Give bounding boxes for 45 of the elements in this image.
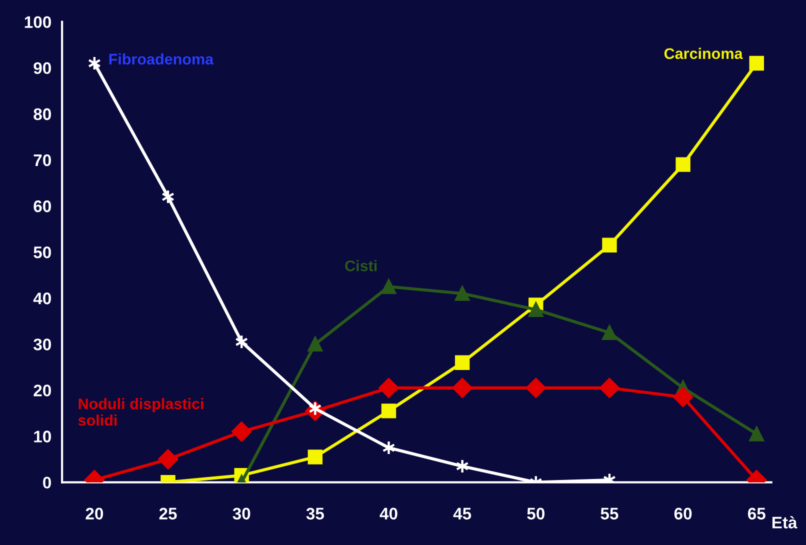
x-tick-label: 65 (748, 508, 766, 520)
x-tick-label: 40 (380, 508, 398, 520)
point (308, 450, 323, 464)
x-tick-label: 25 (159, 508, 177, 520)
x-axis-title: Età (772, 516, 798, 528)
y-tick-label: 50 (34, 246, 51, 258)
y-tick-label: 100 (24, 16, 51, 28)
point (158, 449, 178, 470)
y-tick-label: 60 (34, 200, 51, 212)
y-tick-label: 80 (34, 108, 51, 120)
x-tick-label: 50 (527, 508, 544, 520)
y-tick-label: 0 (43, 476, 51, 489)
x-tick-label: 30 (232, 508, 250, 520)
series-label: Carcinoma (664, 48, 743, 60)
point (232, 422, 252, 442)
point (454, 286, 470, 301)
point (454, 355, 470, 370)
point (526, 378, 546, 398)
point (749, 56, 764, 71)
point (308, 336, 323, 352)
x-tick-label: 35 (306, 508, 324, 520)
x-tick-label: 45 (453, 508, 472, 520)
point (381, 404, 396, 418)
point (673, 387, 693, 408)
point (676, 157, 690, 172)
y-tick-label: 90 (34, 62, 51, 74)
point (602, 325, 617, 340)
point (600, 378, 620, 398)
x-tick-label: 60 (674, 508, 692, 520)
point (602, 238, 617, 253)
x-tick-label: 55 (600, 508, 618, 520)
series-label: Cisti (345, 260, 377, 272)
y-tick-label: 40 (33, 292, 51, 304)
point (528, 302, 544, 317)
y-tick-label: 70 (34, 154, 51, 166)
series-label: Fibroadenoma (109, 53, 214, 65)
y-tick-label: 10 (34, 430, 51, 442)
y-tick-label: 20 (34, 384, 51, 396)
y-tick-label: 30 (33, 338, 51, 350)
x-tick-label: 20 (86, 508, 104, 520)
point (378, 378, 399, 398)
point (381, 279, 396, 294)
point (749, 426, 764, 442)
series-label: Noduli displastici solidi (78, 398, 204, 426)
point (452, 378, 472, 398)
